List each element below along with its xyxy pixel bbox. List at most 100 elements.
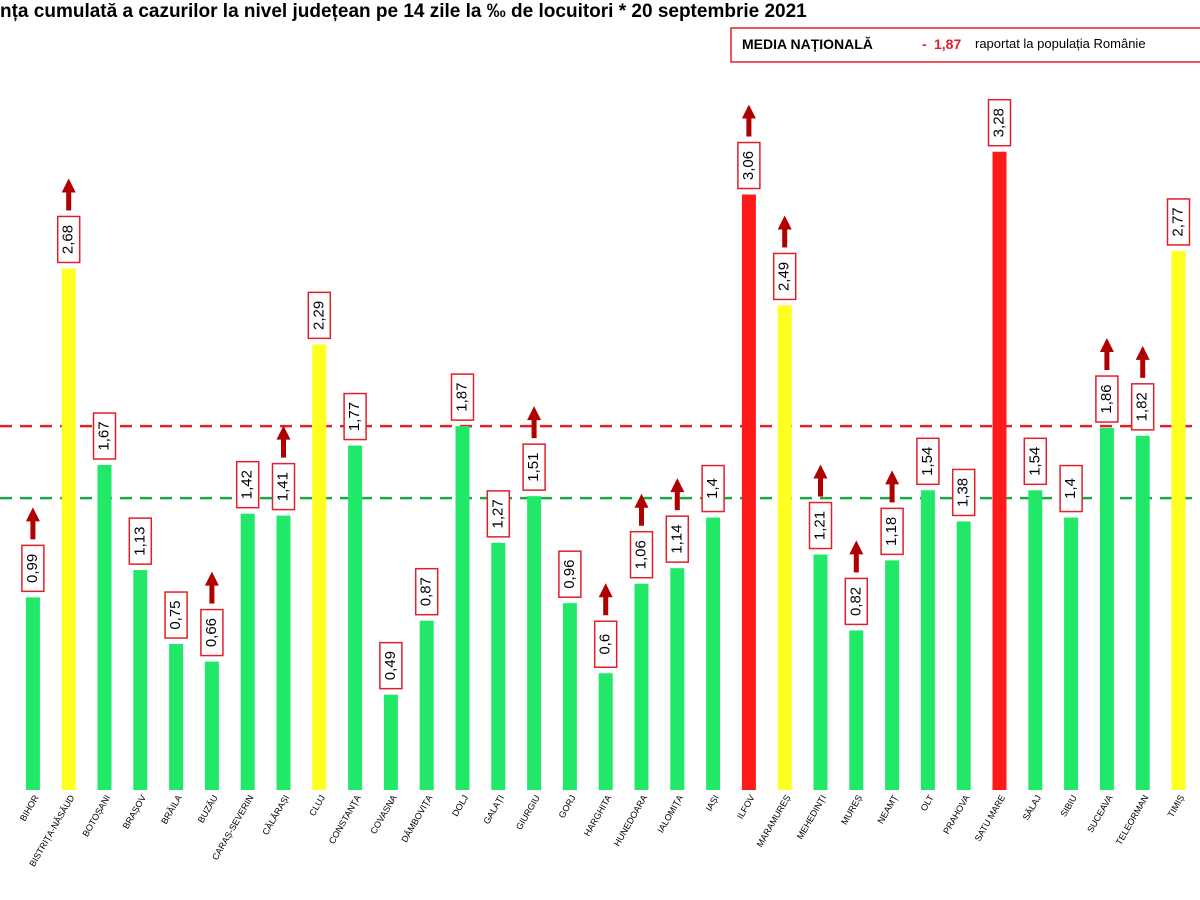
bar — [634, 583, 649, 790]
bar — [25, 597, 40, 790]
x-tick-label: BOTOȘANI — [80, 793, 112, 838]
trend-arrow-head — [849, 540, 864, 555]
value-label: 0,66 — [203, 618, 220, 647]
value-label: 1,82 — [1134, 392, 1151, 421]
legend-value: 1,87 — [934, 36, 961, 52]
value-label-box — [916, 437, 940, 486]
value-label: 1,4 — [704, 478, 721, 499]
value-label: 1,54 — [919, 447, 936, 476]
trend-arrow-head — [634, 493, 649, 508]
x-tick-label: TELEORMAN — [1114, 793, 1151, 847]
value-label: 0,49 — [382, 651, 399, 680]
value-label-box — [450, 373, 475, 421]
value-label: 0,87 — [418, 577, 435, 606]
trend-arrow-shaft — [281, 437, 286, 458]
x-tick-label: DÂMBOVIȚA — [399, 793, 434, 844]
bar — [670, 568, 685, 790]
bar — [920, 490, 935, 790]
trend-arrow-shaft — [674, 490, 680, 511]
bar — [455, 426, 470, 790]
value-label-box — [343, 392, 367, 441]
trend-arrow-head — [598, 583, 613, 598]
trend-arrow-shaft — [889, 482, 895, 503]
bar — [1135, 435, 1150, 790]
bar — [97, 465, 112, 790]
value-label-box — [701, 464, 725, 513]
value-label: 1,41 — [274, 472, 291, 501]
value-label-box — [629, 530, 654, 579]
value-label-box — [808, 501, 833, 550]
x-tick-label: CLUJ — [307, 793, 327, 817]
x-tick-label: ILFOV — [735, 793, 757, 821]
trend-arrow-shaft — [1140, 357, 1146, 378]
value-label-box — [200, 608, 224, 657]
value-label: 2,49 — [776, 262, 793, 291]
trend-arrow-head — [25, 507, 40, 522]
bar — [956, 521, 971, 790]
value-label: 1,87 — [453, 382, 470, 411]
value-label: 2,29 — [310, 301, 327, 330]
value-label-box — [737, 141, 761, 190]
value-label-box — [844, 577, 869, 626]
value-label: 3,28 — [990, 108, 1007, 137]
x-tick-label: SUCEAVA — [1085, 793, 1115, 834]
bar — [1099, 428, 1114, 790]
trend-arrow-shaft — [1104, 350, 1110, 371]
value-label-box — [1059, 464, 1083, 513]
value-label: 1,4 — [1062, 478, 1079, 499]
x-tick-label: BIHOR — [18, 793, 41, 823]
chart-title: nța cumulată a cazurilor la nivel județe… — [0, 1, 807, 22]
x-tick-label: PRAHOVA — [941, 793, 971, 836]
value-label: 1,06 — [632, 540, 649, 569]
trend-arrow-head — [670, 478, 685, 493]
trend-arrow-head — [813, 464, 828, 479]
value-label: 1,42 — [239, 470, 256, 499]
bar — [61, 268, 76, 790]
value-label: 0,82 — [847, 587, 864, 616]
trend-arrow-head — [1099, 338, 1114, 353]
value-label-box — [1130, 383, 1155, 431]
value-label: 3,06 — [740, 151, 757, 180]
x-tick-label: IALOMIȚA — [655, 793, 685, 834]
value-label: 1,18 — [883, 517, 900, 546]
value-label: 1,54 — [1026, 447, 1043, 476]
trend-arrow-shaft — [209, 583, 215, 604]
bar — [133, 570, 148, 790]
bar — [240, 513, 255, 790]
trend-arrow-shaft — [818, 476, 823, 497]
value-label-box — [522, 443, 546, 491]
x-tick-label: GALAȚI — [481, 793, 506, 826]
value-label-box — [951, 468, 976, 517]
value-label-box — [271, 462, 296, 511]
x-tick-label: BRĂILA — [159, 793, 184, 826]
bar — [276, 515, 291, 790]
trend-arrow-head — [777, 215, 792, 230]
legend: MEDIA NAȚIONALĂ - 1,87 raportat la popul… — [742, 36, 1146, 52]
value-label-box — [379, 641, 403, 690]
x-tick-label: OLT — [919, 793, 936, 813]
value-label-box — [987, 98, 1012, 147]
value-label: 1,77 — [346, 402, 363, 431]
trend-arrow-shaft — [746, 116, 752, 137]
x-tick-label: BUZĂU — [196, 793, 220, 824]
value-label-box — [665, 515, 690, 563]
value-label: 0,6 — [597, 634, 614, 655]
value-label: 0,96 — [561, 560, 578, 589]
value-label-box — [164, 591, 188, 639]
legend-box — [730, 27, 1200, 63]
bar — [348, 445, 363, 790]
value-label: 0,75 — [167, 600, 184, 629]
x-tick-label: TIMIȘ — [1166, 793, 1187, 819]
x-tick-label: MARAMUREȘ — [755, 793, 793, 849]
bar — [1171, 250, 1186, 790]
value-label: 2,77 — [1169, 207, 1186, 236]
value-label-box — [235, 460, 260, 509]
trend-arrow-shaft — [66, 190, 72, 211]
trend-arrow-head — [276, 425, 291, 440]
value-label-box — [128, 517, 153, 565]
bar — [204, 661, 219, 790]
value-label: 1,13 — [131, 527, 148, 556]
legend-label: MEDIA NAȚIONALĂ — [742, 36, 873, 52]
value-label-box — [56, 215, 81, 264]
value-label-box — [92, 412, 117, 460]
